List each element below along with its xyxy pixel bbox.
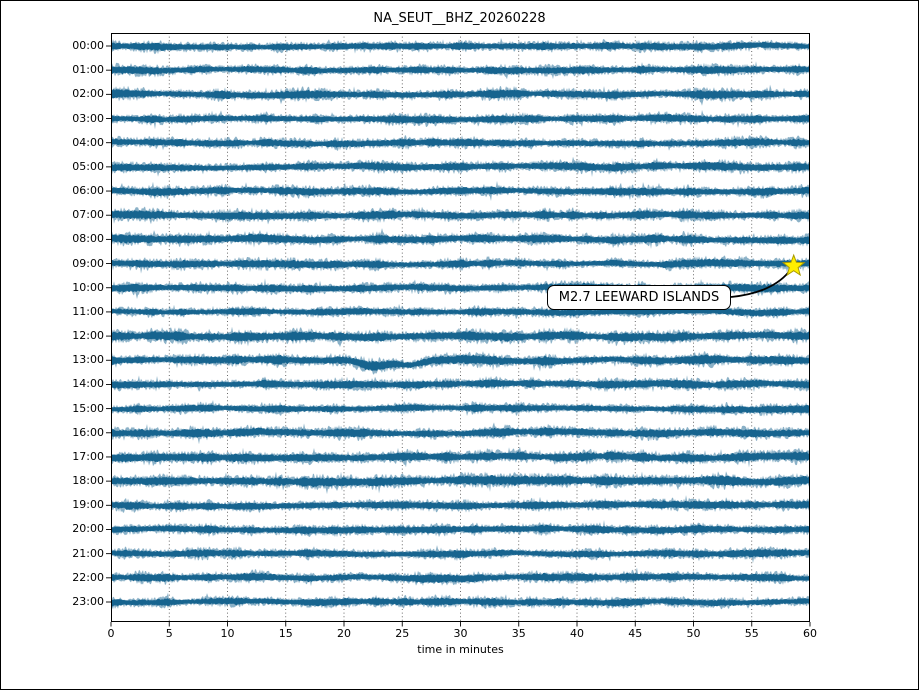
x-axis-label: 40 bbox=[570, 627, 584, 640]
y-axis-label: 03:00 bbox=[72, 111, 104, 125]
trace-row bbox=[111, 89, 810, 100]
y-axis-label: 16:00 bbox=[72, 425, 104, 439]
y-axis-label: 15:00 bbox=[72, 401, 104, 415]
y-axis-label: 09:00 bbox=[72, 256, 104, 270]
x-axis-label: 20 bbox=[337, 627, 351, 640]
trace-row bbox=[111, 572, 810, 583]
x-axis-label: 55 bbox=[744, 627, 759, 640]
y-axis-label: 10:00 bbox=[72, 280, 104, 294]
y-axis-label: 14:00 bbox=[72, 377, 104, 391]
x-axis-label: 50 bbox=[686, 627, 701, 640]
y-axis-label: 07:00 bbox=[72, 208, 104, 222]
trace-row bbox=[111, 524, 810, 535]
y-axis-label: 21:00 bbox=[72, 546, 104, 560]
x-axis-label: 35 bbox=[511, 627, 526, 640]
trace-row bbox=[111, 500, 810, 511]
annotation-arrow bbox=[730, 271, 790, 298]
y-axis-label: 12:00 bbox=[72, 329, 104, 343]
x-axis-label: 0 bbox=[107, 627, 115, 640]
trace-row bbox=[111, 548, 810, 559]
y-axis-label: 04:00 bbox=[72, 135, 104, 149]
figure-title: NA_SEUT__BHZ_20260228 bbox=[373, 11, 546, 26]
trace-row bbox=[111, 426, 810, 438]
y-axis-label: 22:00 bbox=[72, 570, 104, 584]
trace-row bbox=[111, 451, 810, 463]
trace-row bbox=[111, 403, 810, 414]
x-axis-label: 60 bbox=[803, 627, 817, 640]
event-annotation-label: M2.7 LEEWARD ISLANDS bbox=[558, 290, 720, 305]
trace-row bbox=[111, 65, 810, 75]
y-axis-label: 18:00 bbox=[72, 474, 104, 488]
y-axis-label: 02:00 bbox=[72, 87, 104, 101]
event-annotation: M2.7 LEEWARD ISLANDS bbox=[547, 285, 731, 310]
x-axis-label: 15 bbox=[278, 627, 293, 640]
y-axis-label: 13:00 bbox=[72, 353, 104, 367]
trace-row bbox=[111, 330, 810, 342]
y-axis-label: 11:00 bbox=[72, 304, 104, 318]
trace-row bbox=[111, 209, 810, 221]
x-axis-label: 30 bbox=[453, 627, 468, 640]
trace-row bbox=[111, 354, 810, 371]
trace-row bbox=[111, 597, 810, 607]
trace-row bbox=[111, 113, 810, 124]
y-axis-label: 06:00 bbox=[72, 184, 104, 198]
trace-row bbox=[111, 475, 810, 488]
y-axis-label: 08:00 bbox=[72, 232, 104, 246]
y-axis-label: 00:00 bbox=[72, 39, 104, 52]
trace-row bbox=[111, 186, 810, 197]
y-axis-label: 05:00 bbox=[72, 159, 104, 173]
plot-frame bbox=[111, 33, 810, 622]
trace-row bbox=[111, 41, 810, 51]
y-axis-label: 23:00 bbox=[72, 595, 104, 608]
y-axis-label: 17:00 bbox=[72, 449, 104, 463]
y-axis-label: 01:00 bbox=[72, 63, 104, 77]
trace-row bbox=[111, 379, 810, 389]
event-star-icon bbox=[781, 253, 806, 277]
trace-row bbox=[111, 161, 810, 173]
x-axis-label: 10 bbox=[220, 627, 235, 640]
x-axis-title: time in minutes bbox=[417, 643, 504, 656]
trace-row bbox=[111, 258, 810, 269]
x-axis-label: 5 bbox=[165, 627, 173, 640]
trace-row bbox=[111, 137, 810, 148]
y-axis-label: 20:00 bbox=[72, 522, 104, 536]
x-axis-label: 25 bbox=[395, 627, 410, 640]
x-axis-label: 45 bbox=[628, 627, 643, 640]
trace-row bbox=[111, 233, 810, 245]
y-axis-label: 19:00 bbox=[72, 498, 104, 512]
